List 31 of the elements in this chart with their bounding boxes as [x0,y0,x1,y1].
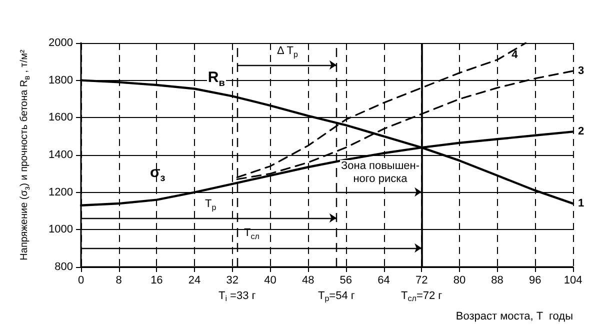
x-tick-label: 0 [78,274,84,286]
y-axis-title: Напряжение (σз) и прочность бетона Rв , т/м² [19,48,32,260]
x-tick-label: 96 [529,274,542,286]
x-tick-label: 24 [188,274,201,286]
y-tick-label: 2000 [48,37,73,49]
series-label: 2 [578,126,584,138]
x-tick-label: 8 [116,274,122,286]
x-tick-label: 72 [415,274,428,286]
x-tick-label: 80 [453,274,466,286]
series-label: 4 [512,49,519,61]
x-axis-title: Возраст моста, T годы [456,310,574,322]
y-tick-label: 1400 [48,149,73,161]
annotation: Зона повышен- ного риска [340,160,421,186]
y-tick-label: 1600 [48,112,73,124]
x-tick-label: 64 [378,274,390,286]
y-tick-label: 1000 [48,224,73,236]
annotation: Δ T$_{p}$ [277,45,298,62]
annotation: R$_{в}$ [206,69,226,90]
annotation: T$_{p}$ [205,198,216,214]
x-tick-label: 88 [491,274,504,286]
y-tick-label: 800 [54,261,73,273]
x-tick-label: 16 [150,274,163,286]
series-label: 3 [578,65,584,77]
x-tick-label: 104 [564,274,582,286]
x-tick-label: 48 [302,274,314,286]
y-tick-label: 1800 [48,74,73,86]
x-tick-label: 56 [340,274,352,286]
series-label: 1 [578,198,584,210]
x-tick-label: 32 [226,274,239,286]
x-tick-label: 40 [264,274,276,286]
y-tick-label: 1200 [48,186,73,198]
